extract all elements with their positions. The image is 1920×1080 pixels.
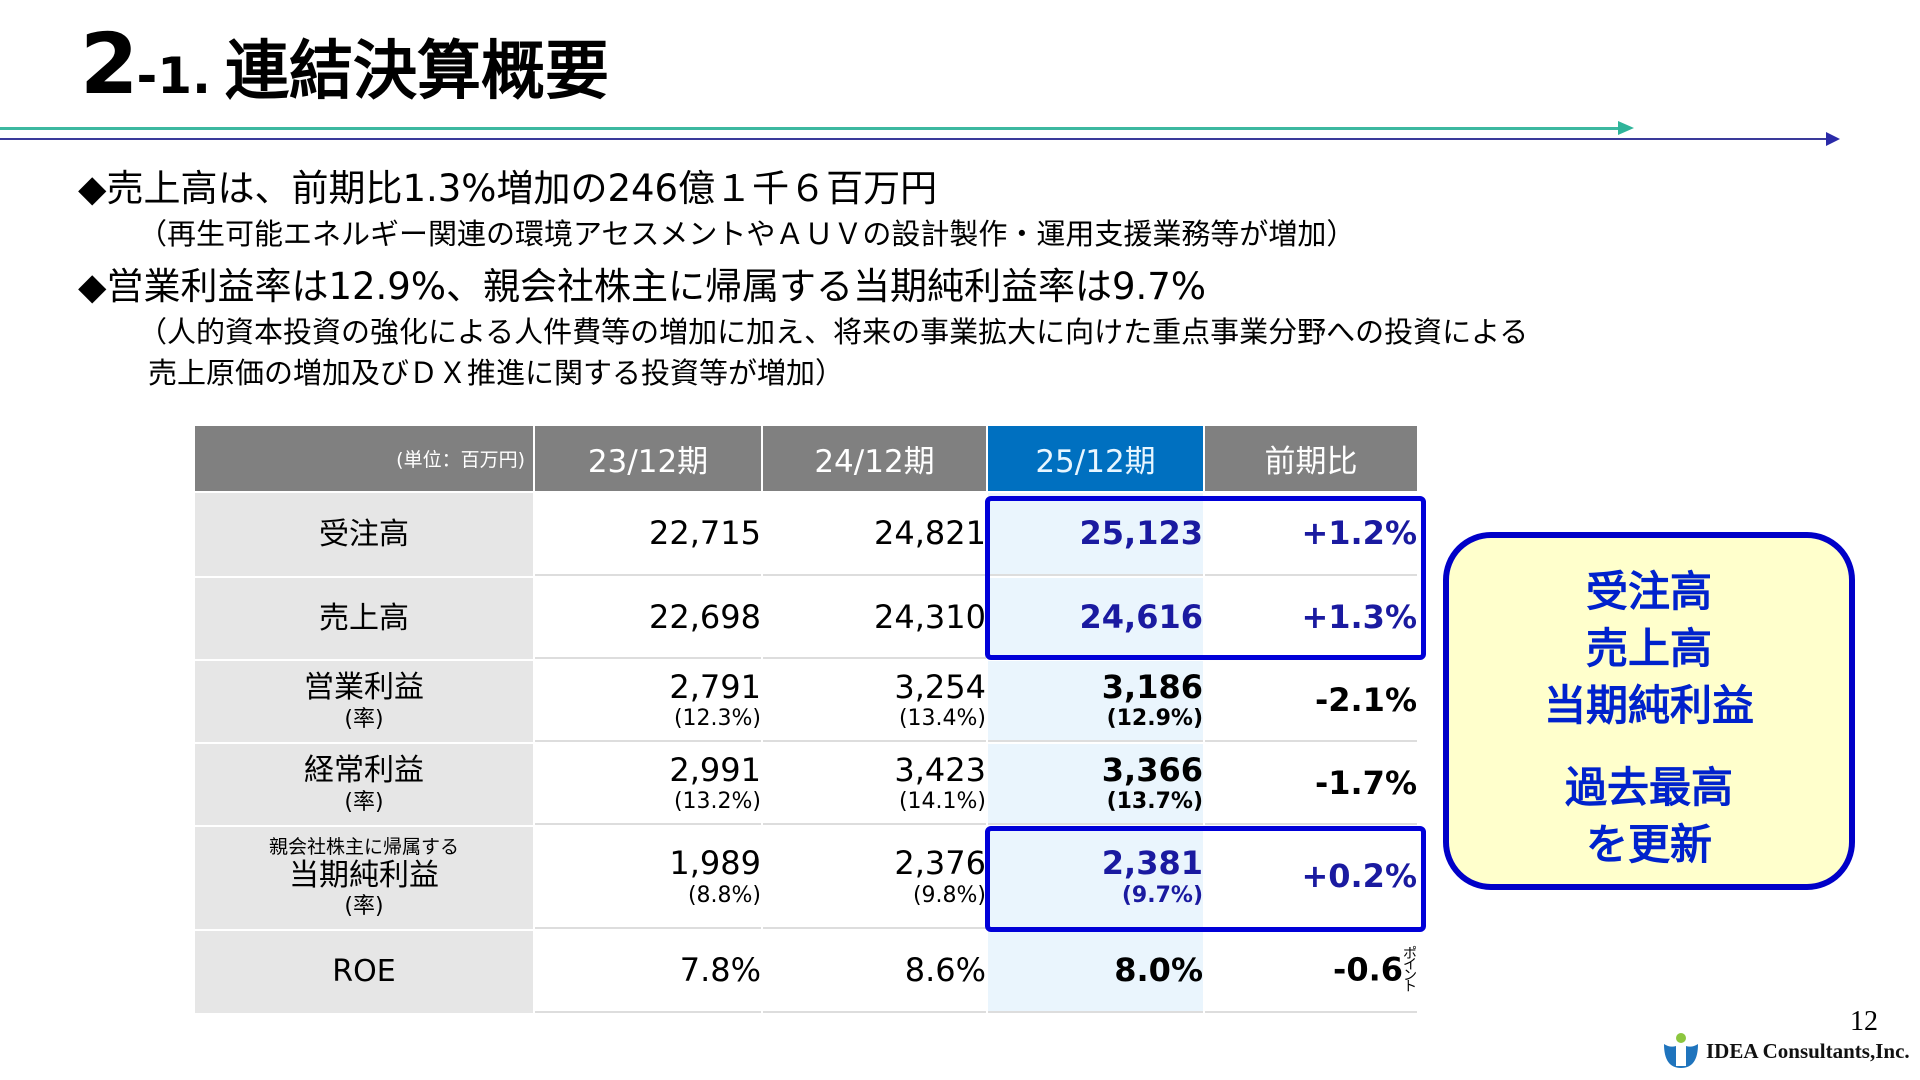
rate: (9.7%): [1121, 882, 1203, 908]
value-change: +1.2%: [1205, 493, 1417, 576]
page-title: 2-1. 連結決算概要: [80, 22, 609, 106]
value-24: 24,821: [763, 493, 986, 576]
value-23: 7.8%: [535, 931, 761, 1013]
row-label: 営業利益 (率): [195, 661, 533, 742]
value-23: 2,991 (13.2%): [535, 744, 761, 825]
company-logo: IDEA Consultants,Inc.: [1662, 1032, 1910, 1070]
value-change: -0.6ポイント: [1205, 931, 1417, 1013]
amount: 3,254: [894, 667, 986, 706]
rate: (8.8%): [687, 882, 761, 908]
value-23: 22,715: [535, 493, 761, 576]
rate: (13.4%): [898, 706, 986, 732]
value-24: 3,423 (14.1%): [763, 744, 986, 825]
callout-line-sales: 売上高: [1585, 624, 1712, 673]
bullet-sales: ◆売上高は、前期比1.3%増加の246億１千６百万円: [78, 167, 938, 210]
column-header-23-12: 23/12期: [535, 426, 761, 491]
row-label: ROE: [195, 931, 533, 1013]
value-25: 24,616: [988, 578, 1203, 659]
highlight-box-net-income: [985, 826, 1426, 932]
record-high-callout: 受注高 売上高 当期純利益 過去最高 を更新: [1443, 532, 1855, 890]
value-change: -2.1%: [1205, 661, 1417, 742]
bullet-margin-note-2: 売上原価の増加及びＤＸ推進に関する投資等が増加）: [148, 356, 845, 390]
value-24: 24,310: [763, 578, 986, 659]
amount: 1,989: [669, 844, 761, 883]
row-label-main: 当期純利益: [289, 857, 439, 893]
amount: 3,423: [894, 750, 986, 789]
highlight-box-orders-sales: [985, 496, 1426, 660]
callout-line-orders: 受注高: [1585, 567, 1712, 616]
value-25: 3,186 (12.9%): [988, 661, 1203, 742]
amount: 2,381: [1101, 844, 1203, 883]
row-label-rate: (率): [344, 894, 384, 920]
table-row-operating-profit: 営業利益 (率) 2,791 (12.3%) 3,254 (13.4%) 3,186(…: [195, 661, 1417, 742]
unit-label: (単位：百万円): [195, 426, 533, 491]
value-25: 25,123: [988, 493, 1203, 576]
rate: (12.9%): [1106, 706, 1203, 732]
financial-summary-table: (単位：百万円) 23/12期 24/12期 25/12期 前期比 受注高 22…: [193, 424, 1419, 1015]
table-row-net-income: 親会社株主に帰属する 当期純利益 (率) 1,989 (8.8%) 2,376 (9.8…: [195, 827, 1417, 929]
row-label-main: 営業利益: [304, 670, 424, 706]
bullet-margin-note-1: （人的資本投資の強化による人件費等の増加に加え、将来の事業拡大に向けた重点事業分…: [138, 315, 1529, 349]
amount: 2,791: [669, 667, 761, 706]
value-23: 22,698: [535, 578, 761, 659]
amount: 2,376: [894, 844, 986, 883]
table-row-sales: 売上高 22,698 24,310 24,616 +1.3%: [195, 578, 1417, 659]
column-header-24-12: 24/12期: [763, 426, 986, 491]
value-24: 3,254 (13.4%): [763, 661, 986, 742]
rate: (9.8%): [912, 882, 986, 908]
value-25: 3,366 (13.7%): [988, 744, 1203, 825]
row-label-prefix: 親会社株主に帰属する: [268, 835, 459, 858]
title-subsection-number: -1.: [136, 47, 211, 105]
rate: (12.3%): [673, 706, 761, 732]
page-number: 12: [1850, 1006, 1878, 1037]
title-section-number: 2: [80, 15, 138, 113]
callout-line-record-high: 過去最高: [1564, 763, 1733, 812]
title-text: 連結決算概要: [225, 35, 609, 109]
table-row-orders: 受注高 22,715 24,821 25,123 +1.2%: [195, 493, 1417, 576]
teal-divider-arrow: [0, 127, 1622, 130]
value-change: +0.2%: [1205, 827, 1417, 929]
amount: 3,366: [1101, 750, 1203, 789]
row-label: 経常利益 (率): [195, 744, 533, 825]
change-amount: -0.6: [1333, 950, 1403, 988]
amount: 2,991: [669, 750, 761, 789]
row-label: 親会社株主に帰属する 当期純利益 (率): [195, 827, 533, 929]
table-row-roe: ROE 7.8% 8.6% 8.0% -0.6ポイント: [195, 931, 1417, 1013]
row-label-rate: (率): [344, 706, 384, 732]
column-header-yoy: 前期比: [1205, 426, 1417, 491]
value-23: 1,989 (8.8%): [535, 827, 761, 929]
column-header-25-12: 25/12期: [988, 426, 1203, 491]
navy-arrowhead-icon: [1826, 132, 1840, 146]
rate: (13.2%): [673, 789, 761, 815]
value-23: 2,791 (12.3%): [535, 661, 761, 742]
navy-divider-arrow: [0, 138, 1830, 140]
value-24: 8.6%: [763, 931, 986, 1013]
bullet-sales-note: （再生可能エネルギー関連の環境アセスメントやＡＵＶの設計製作・運用支援業務等が増…: [138, 217, 1356, 251]
row-label: 売上高: [195, 578, 533, 659]
bullet-margin: ◆営業利益率は12.9%、親会社株主に帰属する当期純利益率は9.7%: [78, 265, 1206, 308]
teal-arrowhead-icon: [1618, 121, 1634, 135]
value-change: -1.7%: [1205, 744, 1417, 825]
change-unit-points: ポイント: [1403, 945, 1417, 996]
rate: (14.1%): [898, 789, 986, 815]
value-24: 2,376 (9.8%): [763, 827, 986, 929]
idea-logo-icon: [1662, 1032, 1700, 1070]
row-label: 受注高: [195, 493, 533, 576]
amount: 3,186: [1101, 667, 1203, 706]
rate: (13.7%): [1106, 789, 1203, 815]
row-label-main: 経常利益: [304, 753, 424, 789]
row-label-rate: (率): [344, 789, 384, 815]
callout-line-updated: を更新: [1585, 820, 1712, 869]
value-25: 8.0%: [988, 931, 1203, 1013]
company-name: IDEA Consultants,Inc.: [1706, 1038, 1910, 1063]
callout-line-net-income: 当期純利益: [1543, 681, 1754, 730]
table-row-ordinary-profit: 経常利益 (率) 2,991 (13.2%) 3,423 (14.1%) 3,366(…: [195, 744, 1417, 825]
table-header-row: (単位：百万円) 23/12期 24/12期 25/12期 前期比: [195, 426, 1417, 491]
